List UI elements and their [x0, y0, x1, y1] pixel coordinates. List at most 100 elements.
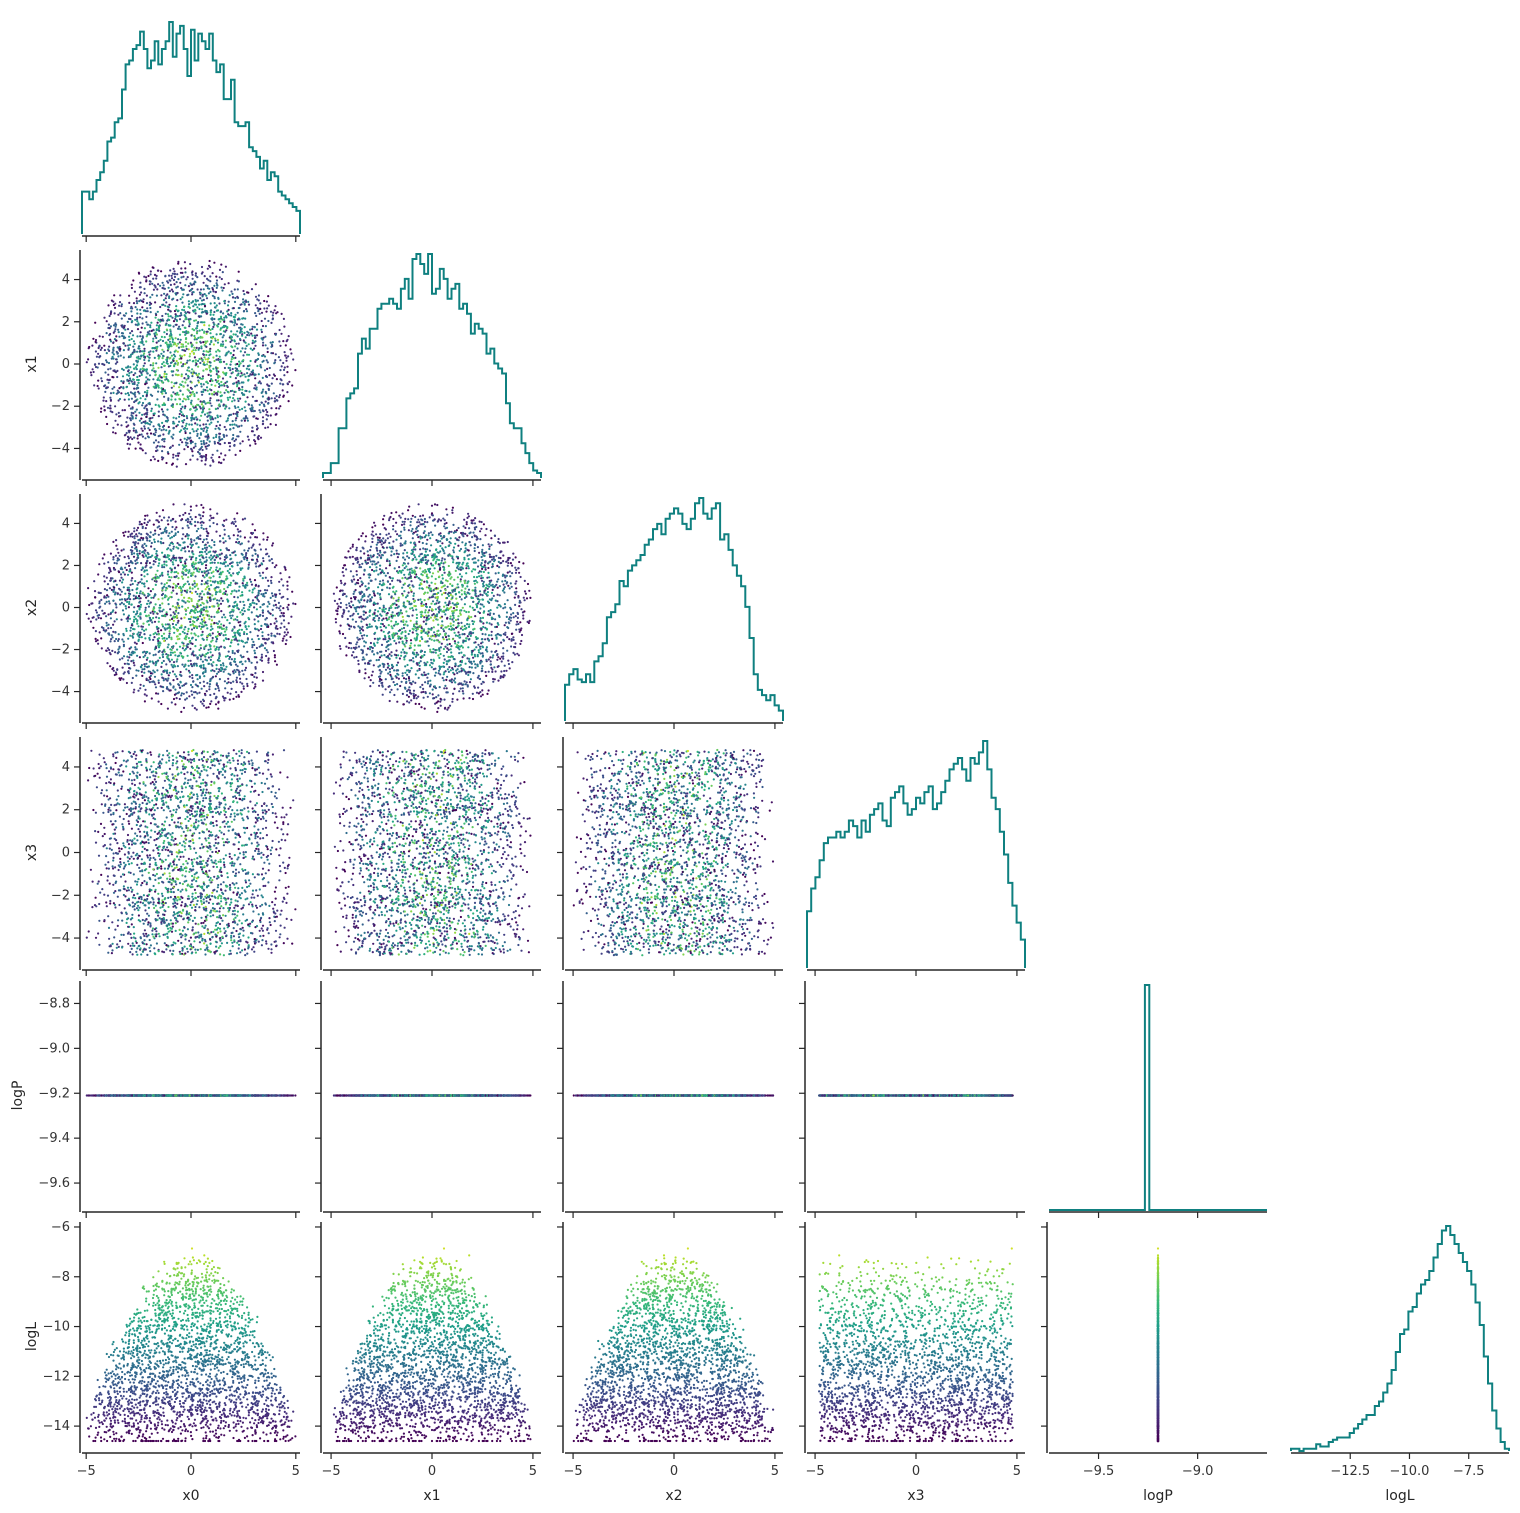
scatter-point: [165, 375, 168, 379]
scatter-point: [92, 370, 95, 374]
scatter-point: [225, 554, 228, 557]
scatter-point: [222, 697, 226, 700]
scatter-point: [218, 355, 221, 358]
scatter-point: [163, 403, 167, 406]
scatter-point: [192, 561, 195, 564]
scatter-point: [238, 561, 241, 564]
scatter-point: [141, 544, 144, 547]
scatter-point: [273, 397, 276, 400]
scatter-point: [189, 515, 192, 519]
scatter-point: [254, 336, 257, 339]
scatter-point: [175, 292, 178, 296]
scatter-point: [220, 669, 223, 672]
scatter-point: [188, 423, 191, 426]
scatter-point: [215, 554, 219, 557]
scatter-point: [181, 647, 184, 650]
scatter-point: [115, 606, 118, 609]
scatter-point: [222, 312, 225, 315]
scatter-point: [168, 585, 171, 588]
scatter-point: [182, 363, 185, 366]
scatter-point: [154, 660, 157, 664]
scatter-point: [146, 307, 149, 310]
scatter-point: [236, 619, 239, 622]
scatter-point: [107, 600, 111, 603]
scatter-point: [175, 403, 179, 406]
scatter-point: [271, 341, 274, 344]
scatter-point: [248, 660, 251, 663]
scatter-point: [253, 618, 256, 621]
scatter-point: [191, 277, 194, 280]
scatter-point: [273, 599, 276, 602]
scatter-point: [133, 552, 136, 555]
scatter-point: [229, 554, 232, 557]
scatter-point: [85, 361, 88, 364]
scatter-point: [237, 530, 240, 533]
scatter-point: [136, 302, 139, 305]
scatter-point: [220, 623, 223, 626]
scatter-point: [247, 625, 250, 628]
scatter-point: [245, 310, 249, 313]
scatter-point: [163, 639, 166, 643]
scatter-point: [128, 431, 131, 434]
scatter-point: [209, 566, 213, 569]
scatter-point: [112, 431, 115, 434]
scatter-point: [134, 580, 137, 583]
scatter-point: [201, 515, 204, 518]
scatter-point: [236, 411, 239, 414]
scatter-point: [133, 615, 136, 619]
scatter-point: [230, 360, 233, 363]
scatter-point: [261, 609, 264, 612]
scatter-point: [262, 532, 265, 535]
scatter-point: [269, 596, 272, 600]
scatter-point: [204, 459, 207, 462]
scatter-point: [160, 673, 163, 676]
scatter-point: [140, 578, 143, 581]
scatter-point: [200, 321, 203, 324]
scatter-point: [133, 544, 136, 547]
scatter-point: [101, 335, 104, 338]
scatter-point: [164, 297, 167, 300]
scatter-point: [183, 589, 186, 592]
scatter-point: [165, 613, 168, 616]
scatter-point: [236, 415, 239, 418]
scatter-point: [148, 428, 151, 432]
scatter-point: [182, 275, 185, 278]
scatter-point: [175, 319, 178, 322]
scatter-point: [240, 424, 243, 427]
scatter-point: [271, 544, 274, 547]
scatter-point: [186, 589, 189, 592]
scatter-point: [154, 683, 157, 686]
scatter-point: [262, 592, 265, 596]
scatter-point: [141, 413, 144, 416]
scatter-point: [129, 355, 132, 358]
scatter-point: [282, 607, 285, 610]
scatter-point: [205, 297, 209, 300]
scatter-point: [118, 304, 121, 307]
scatter-point: [216, 416, 219, 419]
scatter-point: [187, 398, 190, 401]
scatter-point: [267, 398, 270, 401]
scatter-point: [193, 580, 196, 583]
scatter-point: [266, 426, 270, 429]
scatter-point: [449, 622, 452, 625]
scatter-point: [255, 608, 258, 611]
scatter-point: [221, 336, 224, 339]
scatter-point: [171, 290, 175, 293]
scatter-point: [172, 357, 175, 360]
scatter-point: [229, 375, 232, 378]
scatter-point: [188, 695, 191, 698]
scatter-point: [230, 339, 233, 342]
scatter-point: [189, 647, 192, 650]
scatter-point: [142, 420, 145, 424]
scatter-point: [250, 404, 253, 407]
scatter-point: [162, 686, 165, 689]
scatter-point: [237, 695, 241, 698]
scatter-point: [167, 534, 170, 538]
scatter-point: [244, 347, 247, 350]
scatter-point: [191, 686, 194, 689]
scatter-point: [138, 433, 141, 436]
scatter-point: [200, 583, 203, 586]
scatter-point: [122, 356, 125, 359]
scatter-point: [228, 407, 231, 410]
scatter-point: [172, 353, 176, 356]
